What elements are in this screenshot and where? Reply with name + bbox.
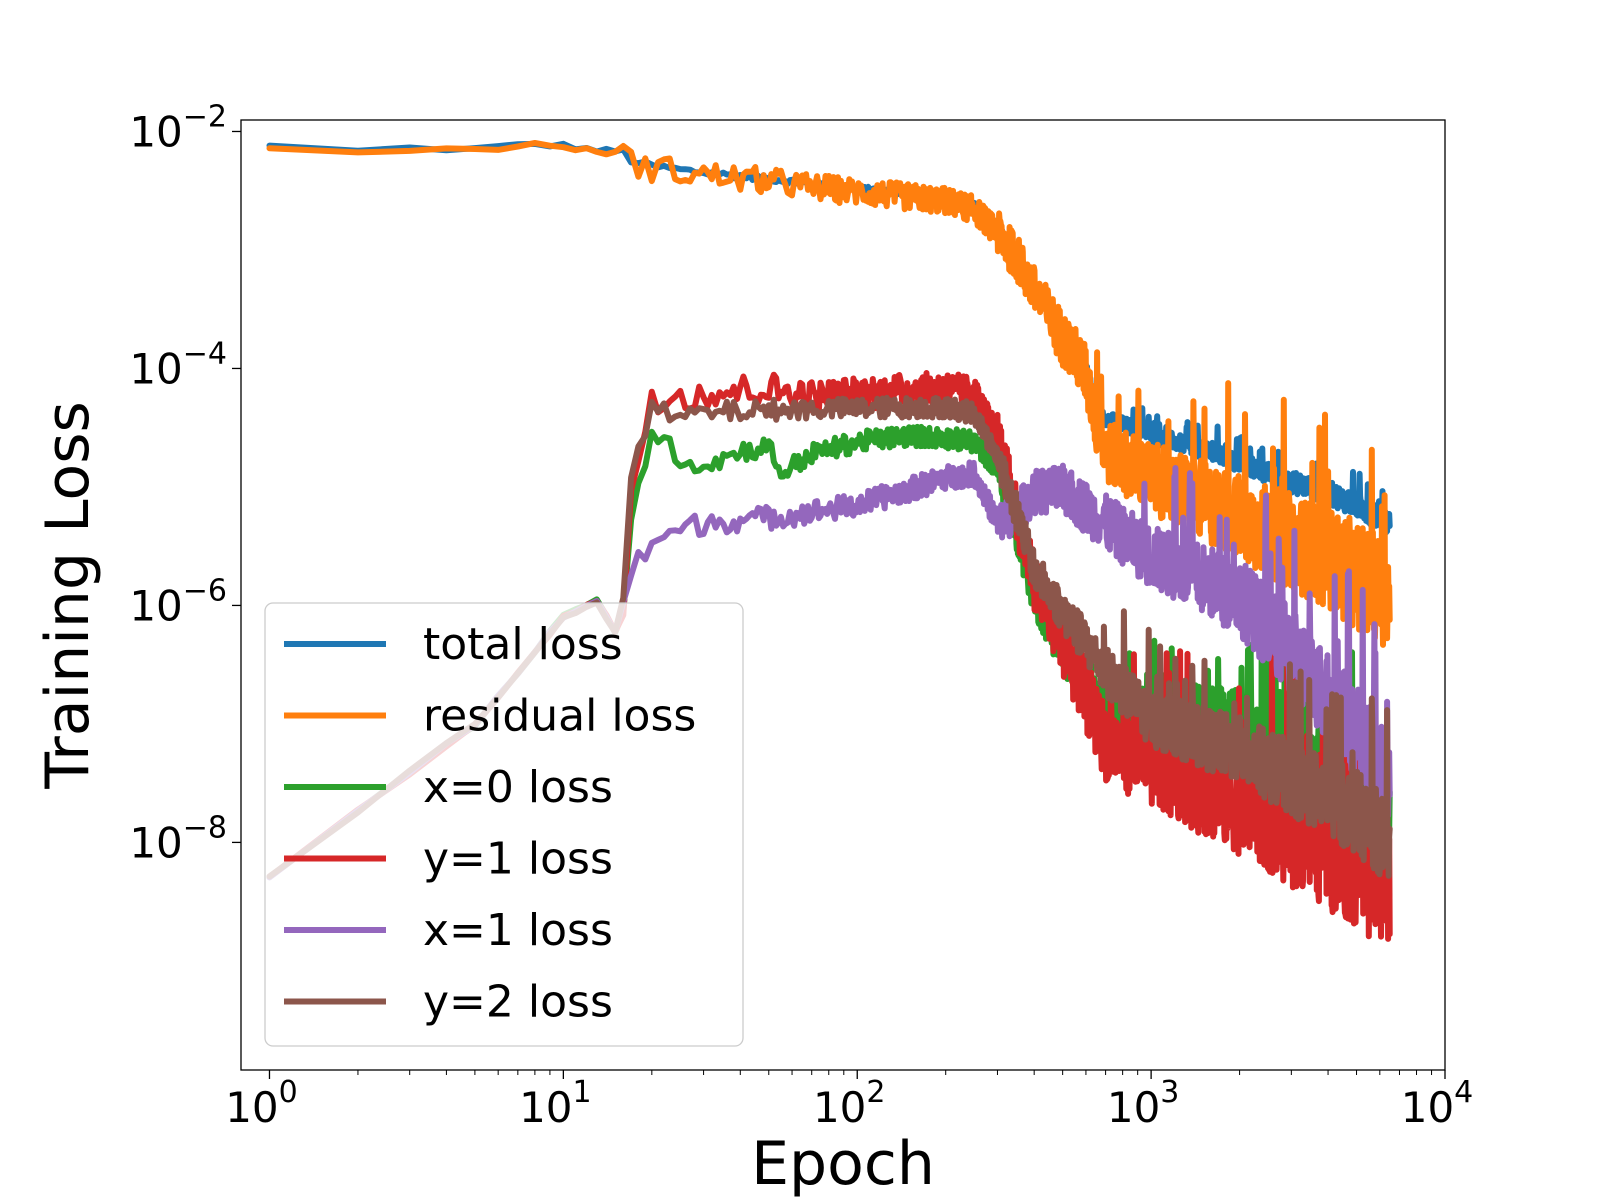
y-axis-label: Training Loss [33, 401, 103, 789]
legend-label: total loss [423, 619, 623, 670]
legend-label: x=0 loss [423, 762, 613, 813]
legend-label: y=2 loss [423, 977, 613, 1028]
legend: total loss residual loss x=0 loss y=1 loss x… [264, 602, 744, 1047]
series-line-6 [266, 394, 1393, 880]
x-tick-label: 104 [1401, 1075, 1474, 1132]
x-tick-label: 100 [225, 1075, 298, 1132]
y-tick-label: 10−4 [129, 336, 227, 393]
plot-frame [240, 119, 1446, 1071]
x-tick-label: 101 [519, 1075, 592, 1132]
x-tick-label: 102 [813, 1075, 886, 1132]
y-axis: 10−2 10−4 10−6 10−8 [129, 99, 241, 867]
series-line-4 [266, 370, 1393, 942]
series-line-5 [266, 459, 1393, 881]
y-tick-label: 10−8 [129, 810, 227, 867]
x-axis-label: Epoch [751, 1129, 935, 1199]
legend-label: residual loss [423, 691, 696, 742]
legend-label: x=1 loss [423, 905, 613, 956]
x-tick-label: 103 [1107, 1075, 1180, 1132]
series-line-2 [266, 140, 1393, 648]
legend-label: y=1 loss [423, 834, 613, 885]
series-layer [266, 140, 1393, 942]
x-axis: 100 101 102 103 104 [225, 1070, 1473, 1132]
y-tick-label: 10−2 [129, 99, 227, 156]
y-tick-label: 10−6 [129, 573, 227, 630]
